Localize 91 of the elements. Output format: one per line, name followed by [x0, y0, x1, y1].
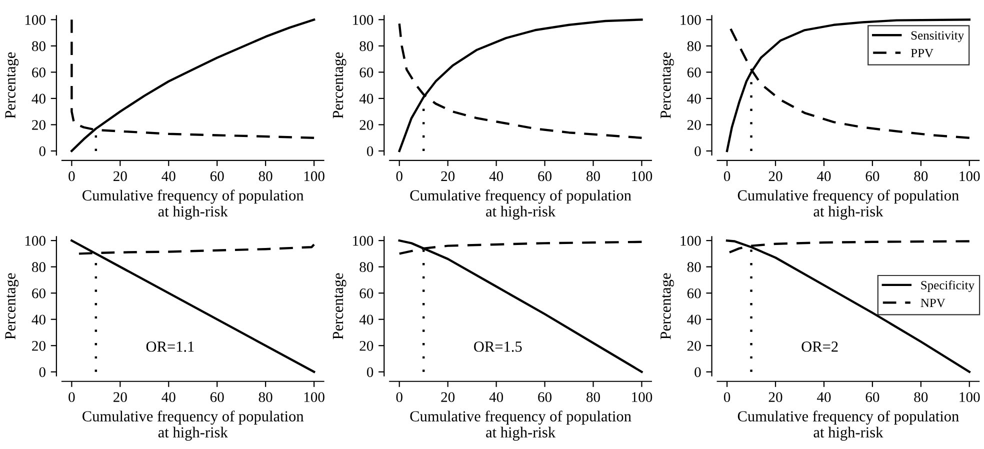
y-axis-title: Percentage: [660, 273, 674, 340]
x-tick-label: 60: [866, 171, 880, 182]
y-tick-label: 80: [687, 262, 701, 272]
y-axis-title: Percentage: [332, 52, 346, 118]
x-axis-title: Cumulative frequency of population at high-risk: [738, 190, 959, 220]
y-tick-label: 80: [687, 41, 701, 52]
y-tick-label: 100: [25, 236, 46, 246]
y-tick-label: 40: [687, 94, 701, 104]
y-tick-label: 20: [360, 340, 374, 351]
x-tick-label: 60: [538, 392, 552, 402]
y-axis-title: Percentage: [660, 52, 674, 118]
y-tick-label: 80: [360, 262, 374, 272]
y-tick-label: 60: [687, 68, 701, 78]
legend-label: Sensitivity: [911, 31, 964, 42]
y-tick-label: 100: [25, 15, 46, 25]
x-tick-label: 60: [538, 171, 552, 182]
y-tick-label: 0: [366, 146, 374, 156]
x-tick-label: 80: [914, 392, 928, 402]
x-tick-label: 60: [210, 392, 224, 402]
x-tick-label: 0: [68, 171, 75, 182]
legend-label: PPV: [910, 48, 934, 58]
x-tick-label: 20: [768, 171, 782, 182]
x-tick-label: 100: [960, 392, 980, 402]
annotation: OR=1.5: [474, 342, 522, 352]
x-tick-label: 20: [441, 171, 455, 182]
x-tick-label: 40: [162, 171, 176, 182]
y-axis-title: Percentage: [5, 273, 19, 340]
x-tick-label: 60: [210, 171, 224, 182]
y-tick-label: 20: [360, 120, 374, 130]
x-tick-label: 80: [914, 171, 928, 182]
x-axis-title: Cumulative frequency of population at high-risk: [738, 410, 959, 441]
x-tick-label: 100: [304, 171, 324, 182]
y-tick-label: 80: [32, 262, 46, 272]
y-tick-label: 0: [694, 146, 701, 156]
y-tick-label: 40: [687, 314, 701, 325]
annotation: OR=2: [802, 342, 838, 352]
x-tick-label: 0: [724, 392, 730, 402]
x-tick-label: 40: [816, 171, 831, 182]
y-tick-label: 80: [360, 41, 374, 52]
y-tick-label: 0: [694, 367, 701, 378]
x-tick-label: 20: [768, 392, 782, 402]
x-tick-label: 60: [866, 392, 880, 402]
x-tick-label: 20: [114, 171, 127, 182]
x-tick-label: 100: [304, 392, 324, 402]
annotation: OR=1.1: [146, 342, 194, 352]
x-axis-title: Cumulative frequency of population at high-risk: [410, 410, 632, 441]
y-tick-label: 20: [687, 340, 701, 351]
y-tick-label: 40: [359, 314, 374, 325]
y-tick-label: 20: [32, 120, 46, 130]
x-tick-label: 100: [960, 171, 980, 182]
y-tick-label: 0: [366, 367, 374, 378]
x-tick-label: 40: [489, 392, 504, 402]
x-tick-label: 80: [258, 392, 272, 402]
y-tick-label: 20: [687, 120, 701, 130]
x-axis-title: Cumulative frequency of population at high-risk: [82, 410, 304, 441]
y-tick-label: 40: [359, 94, 374, 104]
legend-label: Specificity: [921, 280, 974, 292]
x-tick-label: 0: [724, 171, 730, 182]
y-tick-label: 80: [32, 41, 46, 52]
x-tick-label: 0: [396, 171, 402, 182]
x-tick-label: 80: [586, 392, 600, 402]
y-tick-label: 60: [32, 68, 46, 78]
x-tick-label: 40: [162, 392, 176, 402]
y-axis-title: Percentage: [332, 273, 346, 340]
y-tick-label: 0: [39, 367, 46, 378]
x-tick-label: 0: [68, 392, 75, 402]
x-tick-label: 80: [258, 171, 272, 182]
y-tick-label: 100: [353, 236, 374, 246]
x-tick-label: 100: [632, 171, 652, 182]
y-tick-label: 100: [353, 15, 374, 25]
x-tick-label: 20: [441, 392, 455, 402]
y-axis-title: Percentage: [5, 52, 19, 118]
x-tick-label: 100: [632, 392, 652, 402]
legend-label: NPV: [920, 298, 946, 308]
x-axis-title: Cumulative frequency of population at high-risk: [82, 190, 304, 220]
x-tick-label: 40: [816, 392, 831, 402]
y-tick-label: 40: [32, 314, 46, 325]
y-tick-label: 40: [32, 94, 46, 104]
x-tick-label: 40: [489, 171, 504, 182]
y-tick-label: 60: [360, 288, 374, 298]
y-tick-label: 100: [680, 236, 701, 246]
y-tick-label: 100: [680, 15, 701, 25]
x-tick-label: 80: [586, 171, 600, 182]
y-tick-label: 20: [32, 340, 46, 351]
y-tick-label: 0: [39, 146, 46, 156]
y-tick-label: 60: [32, 288, 46, 298]
x-axis-title: Cumulative frequency of population at high-risk: [410, 190, 632, 220]
x-tick-label: 0: [396, 392, 402, 402]
y-tick-label: 60: [687, 288, 701, 298]
y-tick-label: 60: [360, 68, 374, 78]
x-tick-label: 20: [114, 392, 127, 402]
